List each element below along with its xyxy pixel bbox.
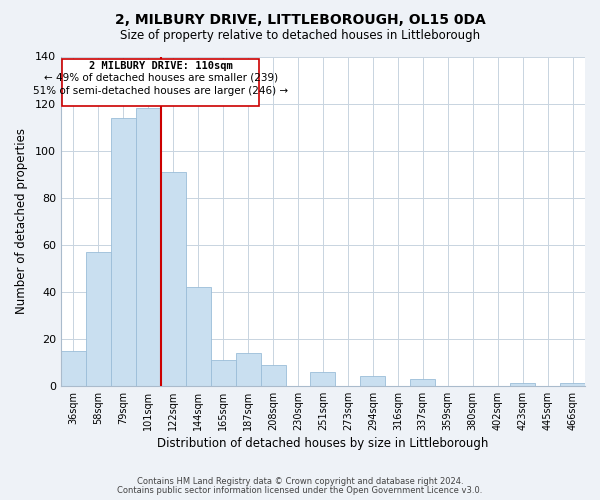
Text: 2, MILBURY DRIVE, LITTLEBOROUGH, OL15 0DA: 2, MILBURY DRIVE, LITTLEBOROUGH, OL15 0D… [115,12,485,26]
Y-axis label: Number of detached properties: Number of detached properties [15,128,28,314]
Bar [560,384,585,386]
Bar [510,384,535,386]
Bar [86,252,111,386]
Text: 51% of semi-detached houses are larger (246) →: 51% of semi-detached houses are larger (… [33,86,289,96]
Text: ← 49% of detached houses are smaller (239): ← 49% of detached houses are smaller (23… [44,72,278,83]
Text: Size of property relative to detached houses in Littleborough: Size of property relative to detached ho… [120,28,480,42]
FancyBboxPatch shape [62,59,259,106]
Bar [310,372,335,386]
Bar [361,376,385,386]
Bar [260,364,286,386]
Text: 2 MILBURY DRIVE: 110sqm: 2 MILBURY DRIVE: 110sqm [89,61,233,71]
Bar [111,118,136,386]
Bar [236,353,260,386]
X-axis label: Distribution of detached houses by size in Littleborough: Distribution of detached houses by size … [157,437,488,450]
Bar [136,108,161,386]
Bar [410,379,435,386]
Text: Contains public sector information licensed under the Open Government Licence v3: Contains public sector information licen… [118,486,482,495]
Bar [161,172,186,386]
Text: Contains HM Land Registry data © Crown copyright and database right 2024.: Contains HM Land Registry data © Crown c… [137,477,463,486]
Bar [61,350,86,386]
Bar [211,360,236,386]
Bar [186,287,211,386]
